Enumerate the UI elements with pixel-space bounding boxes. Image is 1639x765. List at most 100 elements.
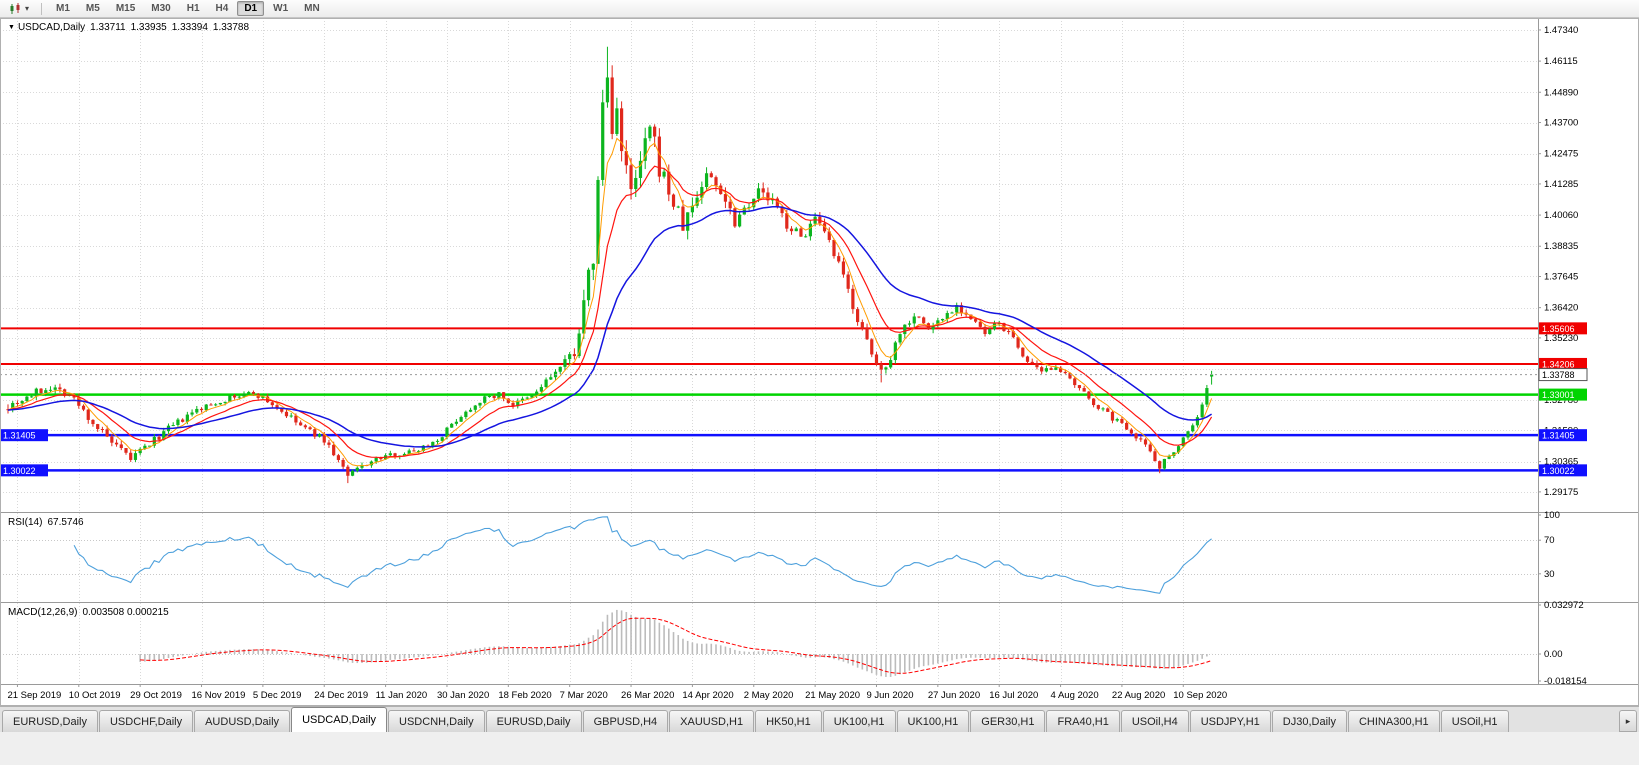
date-axis-label: 11 Jan 2020 bbox=[376, 690, 428, 701]
price-axis-label: 1.30365 bbox=[1544, 457, 1578, 468]
date-axis-label: 10 Sep 2020 bbox=[1173, 690, 1227, 701]
chart-tabs: EURUSD,Daily USDCHF,Daily AUDUSD,Daily USDC… bbox=[2, 707, 1617, 732]
timeframe-buttons: M1 M5 M15 M30 H1 H4 D1 W1 MN bbox=[49, 1, 327, 16]
dropdown-caret-icon: ▾ bbox=[25, 3, 30, 13]
price-axis-label: 1.37645 bbox=[1544, 271, 1578, 282]
svg-text:1.30022: 1.30022 bbox=[1542, 466, 1575, 476]
price-axis-label: 1.35230 bbox=[1544, 333, 1578, 344]
rsi-name: RSI(14) bbox=[8, 517, 43, 528]
ma-line-12 bbox=[7, 165, 1213, 459]
chart-tab-uk100-h1[interactable]: UK100,H1 bbox=[822, 710, 896, 732]
symbol-timeframe-label: USDCAD,Daily bbox=[17, 22, 86, 33]
date-axis-label: 10 Oct 2019 bbox=[69, 690, 121, 701]
svg-text:1.33001: 1.33001 bbox=[1542, 390, 1575, 400]
close-value: 1.33788 bbox=[212, 22, 250, 33]
date-axis-label: 24 Dec 2019 bbox=[314, 690, 368, 701]
date-axis-label: 26 Mar 2020 bbox=[621, 690, 674, 701]
ma-line-5 bbox=[7, 137, 1213, 467]
chart-background bbox=[0, 18, 1639, 706]
price-axis-label: 1.43700 bbox=[1544, 118, 1578, 129]
svg-text:1.30022: 1.30022 bbox=[3, 466, 36, 476]
chart-tab-bar: EURUSD,Daily USDCHF,Daily AUDUSD,Daily USDC… bbox=[0, 706, 1639, 732]
price-tag: 1.35606 bbox=[1539, 322, 1587, 335]
date-axis-label: 21 May 2020 bbox=[805, 690, 860, 701]
tab-scroll-right-button[interactable]: ▸ bbox=[1619, 710, 1637, 732]
svg-text:1.31405: 1.31405 bbox=[1542, 431, 1575, 441]
toolbar-separator bbox=[41, 2, 43, 15]
price-axis-label: 1.46115 bbox=[1544, 56, 1578, 67]
svg-text:1.31405: 1.31405 bbox=[3, 431, 36, 441]
date-axis-label: 27 Jun 2020 bbox=[928, 690, 980, 701]
date-axis-label: 21 Sep 2019 bbox=[7, 690, 61, 701]
candlestick-chart-icon bbox=[10, 2, 20, 14]
price-axis-label: 1.42475 bbox=[1544, 149, 1578, 160]
price-tag: 1.33788 bbox=[1538, 368, 1588, 382]
chart-tab-usdcnh-daily[interactable]: USDCNH,Daily bbox=[388, 710, 485, 732]
rsi-axis-label: 30 bbox=[1544, 569, 1555, 580]
rsi-indicator-label: RSI(14) 67.5746 bbox=[8, 517, 84, 528]
chart-tab-usoil-h4[interactable]: USOil,H4 bbox=[1120, 710, 1189, 732]
chart-tab-hk50-h1[interactable]: HK50,H1 bbox=[755, 710, 822, 732]
date-axis-label: 4 Aug 2020 bbox=[1051, 690, 1099, 701]
timeframe-button-m5[interactable]: M5 bbox=[85, 3, 100, 14]
chart-tab-china300-h1[interactable]: CHINA300,H1 bbox=[1347, 710, 1440, 732]
chart-tab-usdjpy-h1[interactable]: USDJPY,H1 bbox=[1189, 710, 1271, 732]
grid-lines bbox=[0, 18, 1538, 684]
low-value: 1.33394 bbox=[171, 22, 208, 33]
timeframe-button-m1[interactable]: M1 bbox=[56, 3, 70, 14]
horizontal-level-lines bbox=[0, 327, 1538, 472]
chart-tab-uk100-h1[interactable]: UK100,H1 bbox=[896, 710, 970, 732]
date-axis-label: 16 Nov 2019 bbox=[192, 690, 246, 701]
rsi-axis-label: 100 bbox=[1544, 510, 1560, 521]
macd-axis-label: 0.032972 bbox=[1544, 600, 1584, 611]
chart-tab-usdchf-daily[interactable]: USDCHF,Daily bbox=[98, 710, 194, 732]
price-axis-label: 1.32780 bbox=[1544, 395, 1578, 406]
timeframe-button-m15[interactable]: M15 bbox=[115, 3, 136, 14]
macd-axis-label: 0.00 bbox=[1544, 649, 1563, 660]
date-axis-label: 30 Jan 2020 bbox=[437, 690, 489, 701]
chart-tab-dj30-daily[interactable]: DJ30,Daily bbox=[1271, 710, 1347, 732]
timeframe-button-h4[interactable]: H4 bbox=[215, 3, 229, 14]
rsi-value: 67.5746 bbox=[47, 517, 84, 528]
price-axis-label: 1.29175 bbox=[1544, 487, 1578, 498]
ma-line-30 bbox=[7, 206, 1212, 448]
time-axis-labels: 21 Sep 2019 10 Oct 2019 29 Oct 2019 16 Nov … bbox=[7, 684, 1227, 701]
timeframe-button-w1[interactable]: W1 bbox=[273, 3, 289, 14]
timeframe-button-h1[interactable]: H1 bbox=[186, 3, 200, 14]
date-axis-label: 2 May 2020 bbox=[744, 690, 794, 701]
chart-tab-ger30-h1[interactable]: GER30,H1 bbox=[970, 710, 1046, 732]
timeframe-toolbar: ▾ M1 M5 M15 M30 H1 H4 D1 W1 MN bbox=[0, 0, 1639, 18]
date-axis-label: 16 Jul 2020 bbox=[989, 690, 1038, 701]
price-tag: 1.31405 bbox=[0, 429, 48, 442]
price-tag: 1.30022 bbox=[0, 464, 48, 477]
price-chart-canvas[interactable]: 1.47340 1.46115 1.44890 1.43700 1.42475 1.412… bbox=[0, 18, 1639, 706]
price-axis-label: 1.38835 bbox=[1544, 241, 1578, 252]
macd-values: 0.003508 0.000215 bbox=[82, 607, 169, 618]
date-axis-label: 18 Feb 2020 bbox=[498, 690, 551, 701]
price-axis-labels: 1.47340 1.46115 1.44890 1.43700 1.42475 1.412… bbox=[1538, 25, 1587, 687]
chart-tab-usdcad-daily[interactable]: USDCAD,Daily bbox=[291, 707, 388, 732]
price-axis-label: 1.41285 bbox=[1544, 179, 1578, 190]
chart-period-selector[interactable]: ▾ bbox=[4, 1, 34, 17]
timeframe-button-mn[interactable]: MN bbox=[304, 3, 320, 14]
chart-tab-fra40-h1[interactable]: FRA40,H1 bbox=[1046, 710, 1120, 732]
svg-text:1.34206: 1.34206 bbox=[1542, 359, 1575, 369]
chart-tab-eurusd-daily[interactable]: EURUSD,Daily bbox=[485, 710, 582, 732]
moving-average-lines bbox=[7, 137, 1213, 467]
rsi-axis-label: 70 bbox=[1544, 535, 1555, 546]
price-axis-label: 1.40060 bbox=[1544, 210, 1578, 221]
chart-tab-eurusd-daily[interactable]: EURUSD,Daily bbox=[2, 710, 98, 732]
date-axis-label: 9 Jun 2020 bbox=[866, 690, 913, 701]
svg-text:1.35606: 1.35606 bbox=[1542, 324, 1575, 334]
timeframe-button-d1[interactable]: D1 bbox=[237, 1, 265, 16]
chart-tab-gbpusd-h4[interactable]: GBPUSD,H4 bbox=[582, 710, 669, 732]
price-tag: 1.30022 bbox=[1539, 464, 1587, 477]
chart-tab-audusd-daily[interactable]: AUDUSD,Daily bbox=[194, 710, 291, 732]
chart-tab-xauusd-h1[interactable]: XAUUSD,H1 bbox=[669, 710, 755, 732]
expand-triangle-icon[interactable]: ▼ bbox=[8, 24, 15, 31]
price-axis-label: 1.44890 bbox=[1544, 87, 1578, 98]
chart-tab-usoil-h1[interactable]: USOil,H1 bbox=[1440, 710, 1509, 732]
macd-axis-label: -0.018154 bbox=[1544, 676, 1587, 687]
timeframe-button-m30[interactable]: M30 bbox=[151, 3, 171, 14]
